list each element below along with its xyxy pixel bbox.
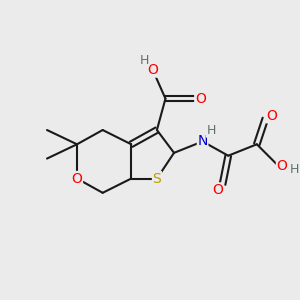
Text: O: O xyxy=(266,109,277,123)
Text: H: H xyxy=(206,124,216,137)
Text: N: N xyxy=(197,134,208,148)
Text: H: H xyxy=(290,164,299,176)
Text: H: H xyxy=(140,54,149,67)
Text: O: O xyxy=(195,92,206,106)
Text: O: O xyxy=(72,172,83,185)
Text: O: O xyxy=(147,63,158,77)
Text: O: O xyxy=(277,159,287,173)
Text: S: S xyxy=(152,172,161,185)
Text: O: O xyxy=(212,183,223,197)
